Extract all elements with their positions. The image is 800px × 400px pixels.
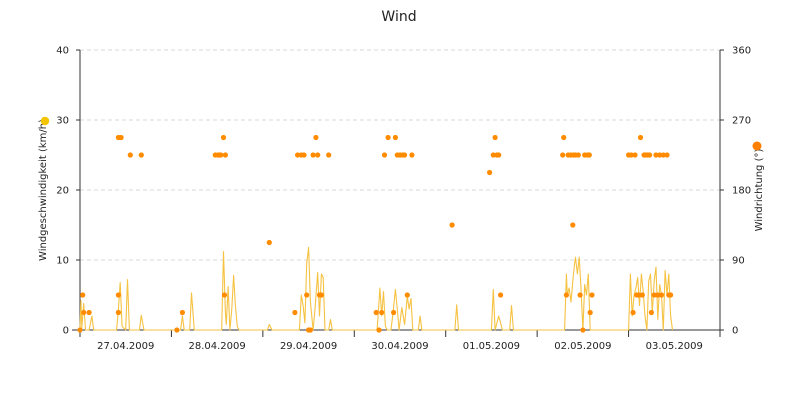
- direction-point: [86, 309, 92, 316]
- direction-point: [379, 309, 385, 316]
- direction-point: [637, 134, 644, 141]
- direction-point: [222, 152, 228, 158]
- gridlines: [80, 49, 720, 261]
- direction-point: [660, 152, 666, 158]
- direction-point: [221, 292, 228, 298]
- direction-point: [409, 152, 415, 158]
- direction-point: [266, 239, 272, 246]
- direction-point: [651, 292, 657, 298]
- speed-series-line: [79, 246, 674, 331]
- x-tick-label: 03.05.2009: [646, 341, 703, 352]
- direction-point: [307, 327, 313, 333]
- x-tick-label: 27.04.2009: [97, 341, 154, 352]
- direction-point: [587, 309, 593, 316]
- direction-point: [570, 222, 576, 228]
- direction-point: [402, 152, 408, 158]
- direction-point: [563, 292, 570, 298]
- direction-point: [487, 169, 493, 176]
- direction-point: [318, 292, 324, 298]
- axes: 0 10 20 30 40 0 90 180 270 360 27.04.2009 28.04.200…: [38, 46, 765, 353]
- direction-point: [326, 152, 332, 158]
- speed-series: [79, 246, 674, 331]
- direction-point: [179, 309, 185, 316]
- direction-point: [77, 327, 83, 333]
- direction-point: [373, 309, 379, 316]
- y-left-tick-label: 0: [63, 326, 69, 337]
- direction-point: [492, 134, 498, 141]
- direction-point: [655, 292, 661, 298]
- y-left-axis-label: Windgeschwindigkeit (km/h): [38, 119, 49, 261]
- y-right-tick-label: 270: [732, 116, 751, 127]
- direction-point: [80, 292, 86, 298]
- legend-speed-marker: [40, 116, 50, 126]
- direction-point: [653, 152, 659, 158]
- direction-point: [295, 152, 301, 158]
- direction-point: [392, 134, 398, 141]
- direction-point: [668, 292, 674, 298]
- x-tick-label: 30.04.2009: [371, 341, 428, 352]
- direction-point: [127, 152, 133, 158]
- direction-point: [385, 134, 391, 141]
- direction-point: [586, 152, 592, 158]
- direction-point: [376, 327, 382, 333]
- direction-point: [115, 309, 121, 316]
- direction-point: [589, 292, 595, 298]
- direction-point: [174, 327, 180, 333]
- direction-point: [218, 152, 224, 158]
- direction-point: [636, 292, 642, 298]
- direction-point: [628, 152, 634, 158]
- direction-point: [630, 309, 636, 316]
- x-tick-label: 01.05.2009: [463, 341, 520, 352]
- direction-point: [310, 152, 316, 158]
- y-right-axis-label: Windrichtung (°): [754, 149, 765, 232]
- direction-point: [391, 309, 397, 316]
- direction-point: [580, 327, 586, 333]
- direction-point: [575, 152, 581, 158]
- y-left-tick-label: 30: [56, 116, 69, 127]
- direction-point: [658, 292, 665, 298]
- direction-point: [639, 292, 645, 298]
- direction-point: [561, 134, 567, 141]
- direction-series: [77, 134, 674, 333]
- direction-point: [381, 152, 388, 158]
- direction-point: [648, 309, 655, 316]
- direction-point: [647, 152, 653, 158]
- direction-point: [292, 309, 298, 316]
- direction-point: [404, 292, 410, 298]
- direction-point: [304, 292, 310, 298]
- direction-point: [138, 152, 144, 158]
- y-right-tick-label: 90: [732, 256, 745, 267]
- direction-point: [664, 152, 670, 158]
- direction-point: [657, 152, 663, 158]
- x-tick-label: 29.04.2009: [280, 341, 337, 352]
- y-right-tick-label: 0: [732, 326, 738, 337]
- y-left-tick-label: 20: [56, 186, 69, 197]
- legend-direction-marker: [752, 141, 762, 151]
- legend: [40, 116, 762, 151]
- direction-point: [577, 292, 583, 298]
- x-tick-label: 02.05.2009: [554, 341, 611, 352]
- y-left-tick-label: 40: [56, 46, 69, 57]
- direction-point: [449, 222, 455, 228]
- direction-point: [315, 152, 321, 158]
- direction-point: [115, 292, 121, 298]
- direction-point: [301, 152, 307, 158]
- direction-point: [560, 152, 566, 158]
- direction-point: [490, 152, 496, 158]
- y-left-tick-label: 10: [56, 256, 69, 267]
- direction-point: [498, 292, 504, 298]
- chart-title: Wind: [381, 9, 416, 25]
- direction-point: [118, 134, 124, 141]
- y-right-tick-label: 360: [732, 46, 751, 57]
- y-right-tick-label: 180: [732, 186, 751, 197]
- x-tick-label: 28.04.2009: [189, 341, 246, 352]
- direction-point: [313, 134, 319, 141]
- direction-point: [496, 152, 502, 158]
- direction-point: [220, 134, 227, 141]
- direction-point: [81, 309, 87, 316]
- direction-point: [632, 152, 638, 158]
